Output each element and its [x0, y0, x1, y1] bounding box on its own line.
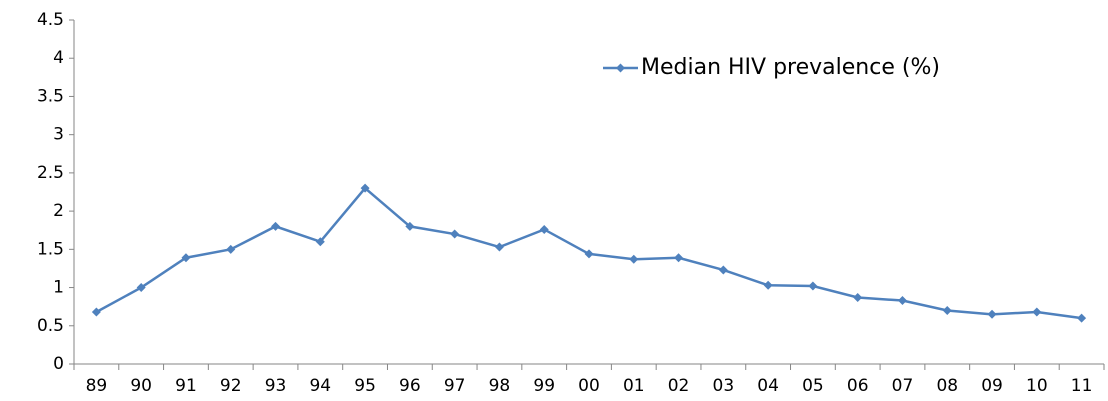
x-tick-label: 89	[86, 376, 108, 396]
x-tick-label: 92	[220, 376, 242, 396]
point	[539, 224, 549, 234]
x-tick-label: 08	[936, 376, 958, 396]
x-tick-label: 06	[847, 376, 869, 396]
point	[360, 183, 370, 193]
point	[942, 305, 952, 315]
y-tick-label: 0.5	[37, 316, 64, 336]
y-tick-label: 3.5	[37, 86, 64, 106]
y-tick-label: 1	[53, 278, 64, 298]
x-tick-label: 07	[892, 376, 914, 396]
y-tick-label: 2	[53, 201, 64, 221]
x-tick-label: 04	[757, 376, 779, 396]
x-tick-label: 94	[309, 376, 331, 396]
legend-marker	[616, 63, 625, 73]
point	[674, 253, 684, 263]
point	[853, 292, 863, 302]
point	[315, 237, 325, 247]
x-tick-label: 05	[802, 376, 824, 396]
x-tick-label: 99	[533, 376, 555, 396]
x-tick-label: 97	[444, 376, 466, 396]
x-tick-label: 95	[354, 376, 376, 396]
x-tick-label: 98	[489, 376, 511, 396]
legend-label: Median HIV prevalence (%)	[641, 55, 940, 80]
x-tick-label: 11	[1071, 376, 1093, 396]
x-tick-label: 09	[981, 376, 1003, 396]
y-tick-label: 0	[53, 354, 64, 374]
x-tick-label: 01	[623, 376, 645, 396]
point	[808, 281, 818, 291]
point	[91, 307, 101, 317]
y-tick-label: 4	[53, 48, 64, 68]
x-tick-label: 02	[668, 376, 690, 396]
point	[271, 221, 281, 231]
x-tick-label: 96	[399, 376, 421, 396]
point	[405, 221, 415, 231]
y-tick-label: 1.5	[37, 239, 64, 259]
point	[181, 253, 191, 263]
y-tick-label: 4.5	[37, 10, 64, 30]
point	[136, 283, 146, 293]
point	[763, 280, 773, 290]
x-tick-label: 03	[713, 376, 735, 396]
point	[629, 254, 639, 264]
x-tick-label: 00	[578, 376, 600, 396]
x-tick-label: 90	[130, 376, 152, 396]
point	[718, 265, 728, 275]
point	[450, 229, 460, 239]
y-tick-label: 3	[53, 125, 64, 145]
point	[1032, 307, 1042, 317]
x-tick-label: 10	[1026, 376, 1048, 396]
point	[987, 309, 997, 319]
y-tick-label: 2.5	[37, 163, 64, 183]
point	[226, 244, 236, 254]
point	[1077, 313, 1087, 323]
point	[897, 296, 907, 306]
point	[494, 242, 504, 252]
point	[584, 249, 594, 259]
x-tick-label: 93	[265, 376, 287, 396]
x-tick-label: 91	[175, 376, 197, 396]
